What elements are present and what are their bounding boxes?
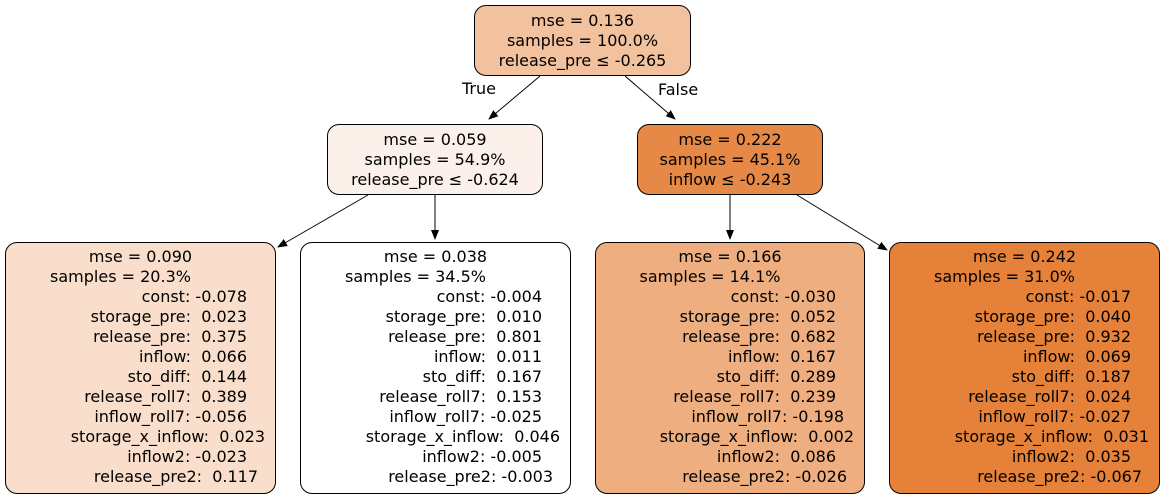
leaf-2-row: inflow_roll7: -0.025	[389, 407, 542, 426]
leaf-3-row: inflow_roll7: -0.198	[691, 407, 844, 426]
leaf-1-row: release_pre: 0.375	[93, 327, 247, 346]
edge-label-true: True	[462, 79, 496, 98]
leaf-1-row: inflow: 0.066	[138, 347, 247, 366]
leaf-2-row: storage_x_inflow: 0.046	[365, 427, 560, 446]
leaf-4-row: release_roll7: 0.024	[968, 387, 1131, 406]
node-root-line: mse = 0.136	[530, 11, 635, 30]
leaf-4-row: sto_diff: 0.187	[1011, 367, 1131, 386]
leaf-4-row: release_pre: 0.932	[977, 327, 1131, 346]
node-leaf-4: mse = 0.242 samples = 31.0% const: -0.01…	[889, 242, 1160, 494]
leaf-1-row: release_roll7: 0.389	[84, 387, 247, 406]
edge-root-n2	[624, 75, 676, 120]
leaf-2-row: sto_diff: 0.167	[422, 367, 542, 386]
edge-n2-leaf4	[796, 194, 888, 251]
leaf-3-row: storage_pre: 0.052	[679, 307, 836, 326]
node-n2-line: mse = 0.222	[678, 130, 782, 149]
leaf-4-row: inflow2: 0.035	[1011, 447, 1131, 466]
leaf-1-head: samples = 20.3%	[50, 267, 191, 286]
leaf-3-row: storage_x_inflow: 0.002	[659, 427, 854, 446]
node-n1-line: mse = 0.059	[383, 130, 487, 149]
leaf-2-row: release_pre: 0.801	[388, 327, 542, 346]
edge-n1-leaf1	[277, 194, 369, 248]
node-root: mse = 0.136 samples = 100.0% release_pre…	[474, 5, 691, 76]
leaf-4-row: storage_x_inflow: 0.031	[954, 427, 1149, 446]
node-leaf-3: mse = 0.166 samples = 14.1% const: -0.03…	[595, 242, 865, 494]
leaf-3-row: const: -0.030	[730, 287, 836, 306]
leaf-2-row: release_pre2: -0.003	[388, 467, 553, 486]
leaf-4-row: release_pre2: -0.067	[977, 467, 1142, 486]
leaf-2-row: inflow: 0.011	[433, 347, 542, 366]
leaf-2-head: mse = 0.038	[383, 247, 488, 266]
leaf-2-row: storage_pre: 0.010	[385, 307, 542, 326]
leaf-4-row: inflow: 0.069	[1022, 347, 1131, 366]
leaf-4-row: inflow_roll7: -0.027	[978, 407, 1131, 426]
node-n1: mse = 0.059 samples = 54.9% release_pre …	[327, 124, 543, 195]
node-leaf-1: mse = 0.090 samples = 20.3% const: -0.07…	[5, 242, 276, 494]
leaf-4-head: mse = 0.242	[972, 247, 1077, 266]
node-n2: mse = 0.222 samples = 45.1% inflow ≤ -0.…	[637, 124, 823, 195]
leaf-2-row: release_roll7: 0.153	[379, 387, 542, 406]
node-n2-line: samples = 45.1%	[659, 150, 801, 169]
leaf-2-row: inflow2: -0.005	[422, 447, 542, 466]
leaf-3-row: release_pre2: -0.026	[682, 467, 847, 486]
leaf-3-row: inflow: 0.167	[727, 347, 836, 366]
leaf-3-row: sto_diff: 0.289	[716, 367, 836, 386]
leaf-1-row: const: -0.078	[141, 287, 247, 306]
leaf-3-row: release_pre: 0.682	[682, 327, 836, 346]
leaf-2-row: const: -0.004	[436, 287, 542, 306]
leaf-4-head: samples = 31.0%	[934, 267, 1075, 286]
edge-root-n1	[488, 75, 541, 120]
leaf-3-row: inflow2: 0.086	[716, 447, 836, 466]
node-root-line: release_pre ≤ -0.265	[498, 51, 667, 70]
node-n2-line: inflow ≤ -0.243	[668, 170, 792, 189]
leaf-4-row: const: -0.017	[1025, 287, 1131, 306]
leaf-1-row: storage_x_inflow: 0.023	[70, 427, 265, 446]
edge-label-false: False	[658, 80, 699, 99]
node-n1-line: samples = 54.9%	[364, 150, 506, 169]
leaf-1-row: inflow_roll7: -0.056	[94, 407, 247, 426]
node-leaf-2: mse = 0.038 samples = 34.5% const: -0.00…	[300, 242, 571, 494]
leaf-3-head: mse = 0.166	[678, 247, 782, 266]
node-root-line: samples = 100.0%	[506, 31, 659, 50]
node-n1-line: release_pre ≤ -0.624	[351, 170, 519, 189]
leaf-1-row: release_pre2: 0.117	[93, 467, 258, 486]
leaf-1-head: mse = 0.090	[88, 247, 193, 266]
leaf-2-head: samples = 34.5%	[345, 267, 486, 286]
leaf-1-row: sto_diff: 0.144	[127, 367, 247, 386]
leaf-1-row: inflow2: -0.023	[127, 447, 247, 466]
leaf-4-row: storage_pre: 0.040	[974, 307, 1131, 326]
leaf-1-row: storage_pre: 0.023	[90, 307, 247, 326]
leaf-3-head: samples = 14.1%	[639, 267, 781, 286]
leaf-3-row: release_roll7: 0.239	[673, 387, 836, 406]
